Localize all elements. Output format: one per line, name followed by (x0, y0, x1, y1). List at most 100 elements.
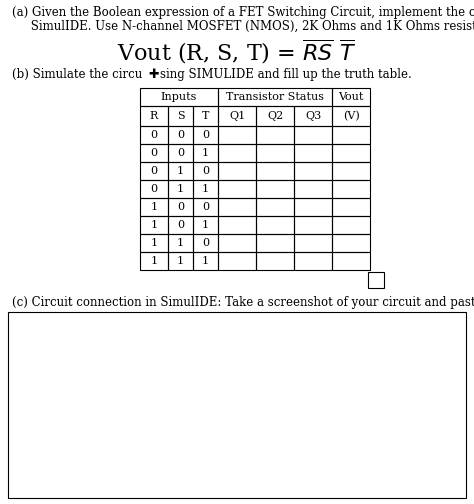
Bar (193, 198, 218, 216)
Bar (193, 216, 218, 234)
Text: 0: 0 (202, 130, 209, 140)
Text: 1: 1 (202, 256, 209, 266)
Bar (193, 252, 218, 270)
Bar (140, 106, 168, 126)
Bar (140, 216, 168, 234)
Bar (332, 106, 370, 126)
Text: 1: 1 (202, 184, 209, 194)
Bar (193, 144, 218, 162)
Bar (294, 162, 332, 180)
Text: 1: 1 (150, 220, 157, 230)
Bar (256, 180, 294, 198)
Bar (218, 106, 256, 126)
Bar (168, 234, 193, 252)
Text: 1: 1 (177, 184, 184, 194)
Text: Q2: Q2 (267, 111, 283, 121)
Text: 0: 0 (202, 166, 209, 176)
Bar (218, 198, 256, 216)
Bar (256, 216, 294, 234)
Bar (140, 234, 168, 252)
Bar (168, 144, 193, 162)
Bar (168, 126, 193, 144)
Bar (294, 198, 332, 216)
Text: 0: 0 (177, 130, 184, 140)
Bar (256, 198, 294, 216)
Bar (140, 180, 168, 198)
Bar (218, 162, 256, 180)
Bar (193, 234, 218, 252)
Bar (294, 106, 332, 126)
Bar (140, 126, 168, 144)
Bar (218, 252, 256, 270)
Text: 1: 1 (150, 256, 157, 266)
Text: 0: 0 (150, 148, 157, 158)
Bar (256, 144, 294, 162)
Text: SimulIDE. Use N-channel MOSFET (NMOS), 2K Ohms and 1K Ohms resistors.: SimulIDE. Use N-channel MOSFET (NMOS), 2… (12, 20, 474, 33)
Bar (168, 180, 193, 198)
Bar (332, 198, 370, 216)
Text: (V): (V) (343, 111, 359, 121)
Bar (332, 162, 370, 180)
Bar (218, 144, 256, 162)
Bar (332, 216, 370, 234)
Text: Vout (R, S, T) = $\overline{RS}\ \overline{T}$: Vout (R, S, T) = $\overline{RS}\ \overli… (118, 38, 356, 67)
Text: Transistor Status: Transistor Status (226, 92, 324, 102)
Bar (294, 126, 332, 144)
Text: Inputs: Inputs (161, 92, 197, 102)
Bar (218, 88, 332, 106)
Text: 0: 0 (177, 220, 184, 230)
Bar (140, 162, 168, 180)
Bar (140, 144, 168, 162)
Text: R: R (150, 111, 158, 121)
Bar (332, 126, 370, 144)
Bar (168, 216, 193, 234)
Text: ✚: ✚ (148, 68, 158, 81)
Text: 0: 0 (150, 184, 157, 194)
Bar (218, 234, 256, 252)
Text: Vout: Vout (338, 92, 364, 102)
Text: (a) Given the Boolean expression of a FET Switching Circuit, implement the circu: (a) Given the Boolean expression of a FE… (12, 6, 474, 19)
Bar (294, 216, 332, 234)
Text: 1: 1 (150, 202, 157, 212)
Bar (218, 180, 256, 198)
Text: T: T (202, 111, 209, 121)
Text: Q1: Q1 (229, 111, 245, 121)
Bar (294, 252, 332, 270)
Bar (193, 180, 218, 198)
Bar (193, 106, 218, 126)
Bar (256, 106, 294, 126)
Bar (140, 88, 218, 106)
Text: 0: 0 (202, 238, 209, 248)
Text: 0: 0 (177, 202, 184, 212)
Bar (168, 106, 193, 126)
Bar (256, 162, 294, 180)
Text: 1: 1 (177, 166, 184, 176)
Text: (b) Simulate the circu: (b) Simulate the circu (12, 68, 142, 81)
Bar (332, 234, 370, 252)
Bar (168, 198, 193, 216)
Bar (368, 272, 384, 288)
Text: 0: 0 (177, 148, 184, 158)
Bar (168, 252, 193, 270)
Text: 0: 0 (150, 166, 157, 176)
Bar (294, 180, 332, 198)
Bar (193, 126, 218, 144)
Bar (294, 234, 332, 252)
Text: 1: 1 (202, 220, 209, 230)
Bar (140, 198, 168, 216)
Bar (168, 162, 193, 180)
Bar (294, 144, 332, 162)
Bar (256, 126, 294, 144)
Text: sing SIMULIDE and fill up the truth table.: sing SIMULIDE and fill up the truth tabl… (160, 68, 412, 81)
Text: 1: 1 (177, 238, 184, 248)
Bar (218, 126, 256, 144)
Bar (218, 216, 256, 234)
Text: 0: 0 (202, 202, 209, 212)
Text: S: S (177, 111, 184, 121)
Text: 1: 1 (177, 256, 184, 266)
Bar (332, 88, 370, 106)
Bar (140, 252, 168, 270)
Text: (c) Circuit connection in SimulIDE: Take a screenshot of your circuit and paste : (c) Circuit connection in SimulIDE: Take… (12, 296, 474, 309)
Text: 1: 1 (150, 238, 157, 248)
Bar (256, 252, 294, 270)
